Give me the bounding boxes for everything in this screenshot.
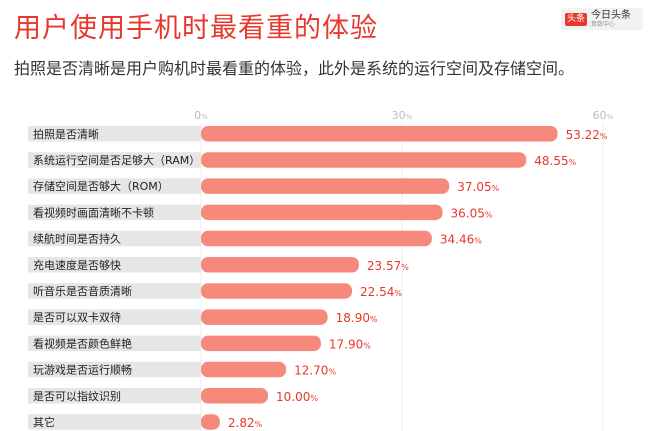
logo-text: 今日头条 算数中心	[591, 9, 632, 28]
category-track	[28, 178, 201, 194]
category-track	[28, 283, 201, 299]
category-label: 系统运行空间是否足够大（RAM）	[33, 153, 200, 167]
value-label: 48.55%	[534, 154, 576, 168]
value-unit: %	[401, 263, 409, 272]
value-unit: %	[370, 315, 378, 324]
category-track	[28, 204, 201, 221]
category-label: 其它	[33, 415, 55, 429]
value-number: 18.90	[336, 311, 370, 325]
category-label: 看视频是否颜色鲜艳	[33, 336, 132, 350]
value-unit: %	[394, 289, 402, 298]
value-label: 36.05%	[451, 206, 493, 220]
category-label: 听音乐是否音质清晰	[33, 284, 132, 298]
value-number: 23.57	[367, 259, 401, 273]
category-track	[28, 230, 201, 247]
x-tick-unit: %	[406, 113, 413, 121]
page-title: 用户使用手机时最看重的体验	[14, 13, 378, 44]
category-track	[28, 152, 201, 168]
value-unit: %	[310, 394, 318, 403]
value-unit: %	[328, 368, 336, 377]
logo-mark: 头条	[565, 12, 588, 26]
value-number: 37.05	[457, 180, 491, 194]
value-number: 48.55	[534, 154, 568, 168]
value-number: 36.05	[451, 206, 485, 220]
value-label: 23.57%	[367, 259, 409, 273]
data-bar	[201, 414, 220, 430]
category-track	[28, 335, 201, 352]
data-bar	[201, 126, 558, 142]
value-number: 22.54	[360, 285, 394, 299]
value-label: 10.00%	[276, 390, 318, 404]
value-unit: %	[474, 237, 482, 246]
category-label: 是否可以指纹识别	[33, 389, 121, 403]
category-track	[28, 257, 201, 273]
x-tick-unit: %	[201, 113, 208, 121]
value-label: 12.70%	[294, 364, 336, 378]
category-label: 玩游戏是否运行顺畅	[33, 363, 132, 377]
value-unit: %	[363, 341, 371, 350]
data-bar	[201, 152, 527, 168]
category-track	[28, 126, 201, 142]
x-tick-label: 30%	[392, 109, 413, 122]
category-track	[28, 388, 201, 404]
x-tick-label: 0%	[194, 109, 208, 122]
category-label: 存储空间是否够大（ROM）	[33, 179, 169, 193]
category-track	[28, 361, 201, 378]
value-unit: %	[255, 420, 263, 429]
category-label: 看视频时画面清晰不卡顿	[33, 205, 154, 219]
value-label: 37.05%	[457, 180, 499, 194]
x-tick-label: 60%	[593, 109, 614, 122]
category-track	[28, 309, 201, 325]
value-number: 17.90	[329, 337, 363, 351]
category-label: 充电速度是否够快	[33, 258, 121, 272]
category-label: 续航时间是否持久	[33, 232, 121, 246]
value-number: 2.82	[228, 416, 255, 430]
logo-sub: 算数中心	[591, 20, 616, 28]
data-bar	[201, 204, 443, 221]
value-number: 10.00	[276, 390, 310, 404]
value-number: 12.70	[294, 364, 328, 378]
data-bar	[201, 230, 432, 247]
data-bar	[201, 361, 287, 378]
data-bar	[201, 283, 353, 299]
value-unit: %	[485, 210, 493, 219]
value-label: 53.22%	[566, 128, 608, 142]
value-label: 18.90%	[336, 311, 378, 325]
value-number: 53.22	[566, 128, 600, 142]
category-label: 拍照是否清晰	[33, 127, 99, 141]
x-tick-value: 60	[593, 109, 607, 122]
value-unit: %	[600, 132, 608, 141]
value-label: 17.90%	[329, 337, 371, 351]
value-unit: %	[492, 184, 500, 193]
value-label: 2.82%	[228, 416, 263, 430]
data-bar	[201, 335, 321, 352]
value-label: 34.46%	[440, 233, 482, 247]
page-subtitle: 拍照是否清晰是用户购机时最看重的体验，此外是系统的运行空间及存储空间。	[14, 59, 575, 78]
value-number: 34.46	[440, 233, 474, 247]
data-bar	[201, 178, 450, 194]
category-track	[28, 414, 201, 430]
data-bar	[201, 309, 328, 325]
category-label: 是否可以双卡双待	[33, 310, 121, 324]
data-bar	[201, 388, 268, 404]
value-unit: %	[569, 158, 577, 167]
brand-logo: 头条 今日头条 算数中心	[561, 8, 643, 30]
x-tick-unit: %	[607, 113, 614, 121]
x-tick-value: 30	[392, 109, 406, 122]
x-tick-value: 0	[194, 109, 201, 122]
logo-name: 今日头条	[591, 9, 632, 21]
data-bar	[201, 257, 359, 273]
value-label: 22.54%	[360, 285, 402, 299]
